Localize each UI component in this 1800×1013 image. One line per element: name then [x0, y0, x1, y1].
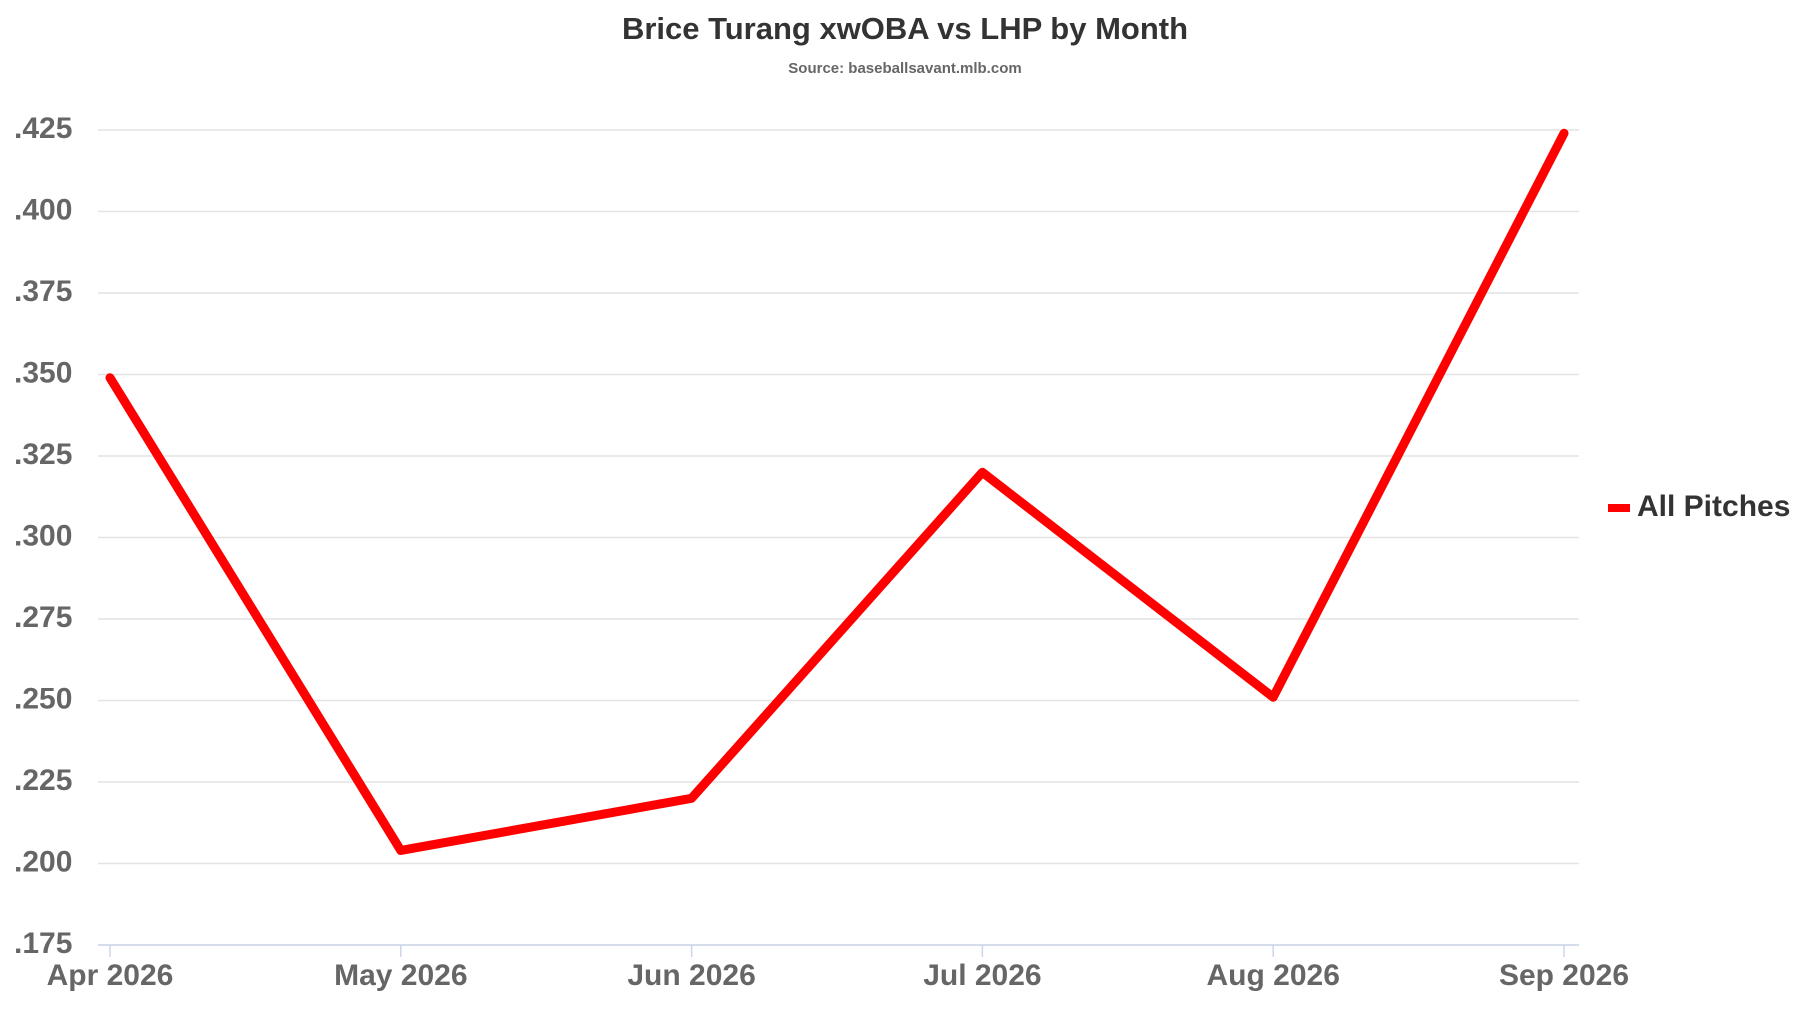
- x-tick-label: Jun 2026: [627, 959, 755, 992]
- chart-title: Brice Turang xwOBA vs LHP by Month: [622, 11, 1188, 46]
- y-tick-label: .400: [14, 193, 72, 226]
- x-tick-label: May 2026: [334, 959, 467, 992]
- data-line: [105, 128, 1569, 855]
- y-tick-label: .350: [14, 356, 72, 389]
- y-tick-label: .250: [14, 682, 72, 715]
- x-tick-label: Jul 2026: [923, 959, 1041, 992]
- chart-subtitle: Source: baseballsavant.mlb.com: [788, 60, 1021, 77]
- y-tick-label: .325: [14, 438, 72, 471]
- y-tick-label: .175: [14, 927, 72, 960]
- legend-swatch: [1608, 504, 1630, 512]
- y-tick-label: .225: [14, 764, 72, 797]
- y-tick-label: .300: [14, 519, 72, 552]
- y-tick-label: .200: [14, 845, 72, 878]
- x-tick-label: Sep 2026: [1499, 959, 1629, 992]
- y-tick-label: .375: [14, 275, 72, 308]
- x-tick-label: Apr 2026: [47, 959, 174, 992]
- y-tick-label: .425: [14, 112, 72, 145]
- legend-label: All Pitches: [1637, 490, 1790, 523]
- y-tick-label: .275: [14, 601, 72, 634]
- x-tick-label: Aug 2026: [1207, 959, 1340, 992]
